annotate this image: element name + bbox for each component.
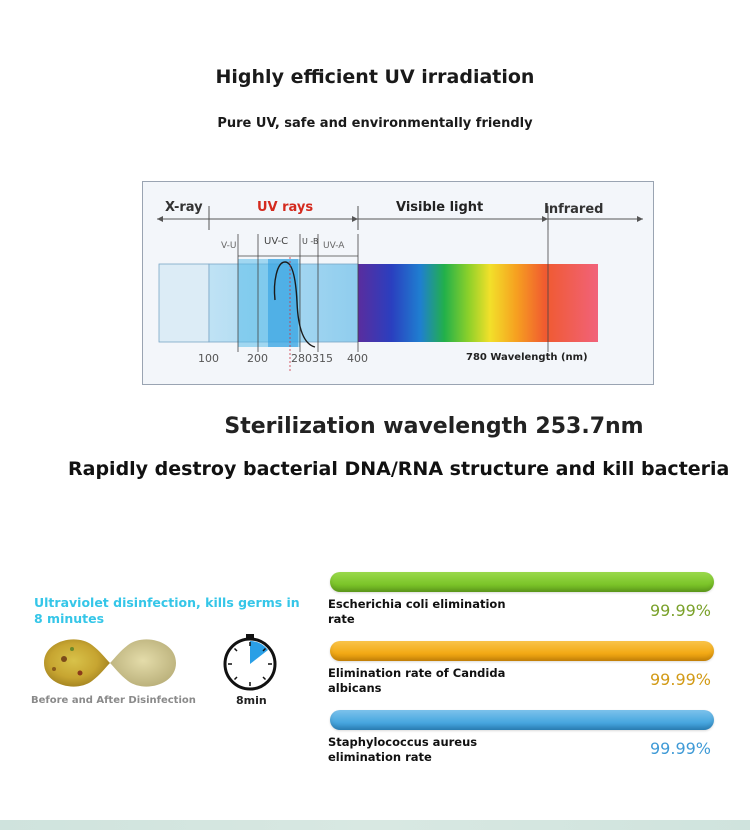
- uva-band-label: UV-A: [323, 241, 345, 251]
- candida-rate-label: Elimination rate of Candida albicans: [328, 666, 506, 695]
- stopwatch-icon: [220, 632, 280, 692]
- xray-band: [158, 263, 210, 343]
- visible-band: [358, 264, 598, 342]
- destroy-heading: Rapidly destroy bacterial DNA/RNA struct…: [68, 458, 730, 480]
- candida-rate-value: 99.99%: [650, 670, 712, 689]
- candida-rate-bar: [330, 641, 714, 661]
- bottom-strip: [0, 820, 750, 830]
- page-subtitle: Pure UV, safe and environmentally friend…: [217, 116, 533, 131]
- page-title: Highly efficient UV irradiation: [215, 66, 535, 88]
- after-sample: [110, 639, 176, 687]
- ecoli-rate-value: 99.99%: [650, 601, 712, 620]
- germicidal-curve: [273, 261, 316, 348]
- before-after-caption: Before and After Disinfection: [31, 695, 196, 706]
- tick-280315: 280315: [291, 352, 333, 365]
- before-sample: [44, 639, 110, 687]
- ecoli-rate-label: Escherichia coli elimination rate: [328, 597, 506, 626]
- staph-rate-label: Staphylococcus aureus elimination rate: [328, 735, 478, 764]
- sterilization-heading: Sterilization wavelength 253.7nm: [224, 414, 644, 439]
- wavelength-axis-label: 780 Wavelength (nm): [466, 352, 588, 363]
- uv-rays-label: UV rays: [257, 200, 313, 215]
- visible-light-label: Visible light: [396, 200, 483, 215]
- uvc-band-label: UV-C: [264, 236, 288, 247]
- tick-400: 400: [347, 352, 368, 365]
- uvb-band-label: U -B: [302, 237, 319, 246]
- infrared-label: Infrared: [544, 202, 603, 217]
- staph-rate-bar: [330, 710, 714, 730]
- ecoli-rate-bar: [330, 572, 714, 592]
- staph-rate-value: 99.99%: [650, 739, 712, 758]
- timer-label: 8min: [236, 694, 267, 707]
- uv-spectrum-diagram: X-ray UV rays Visible light Infrared V-U…: [142, 181, 654, 385]
- tick-200: 200: [247, 352, 268, 365]
- tick-100: 100: [198, 352, 219, 365]
- before-after-image: [40, 633, 180, 693]
- xray-label: X-ray: [165, 200, 203, 215]
- uvv-band-label: V-U: [221, 241, 236, 251]
- uv-disinfection-caption: Ultraviolet disinfection, kills germs in…: [34, 595, 300, 626]
